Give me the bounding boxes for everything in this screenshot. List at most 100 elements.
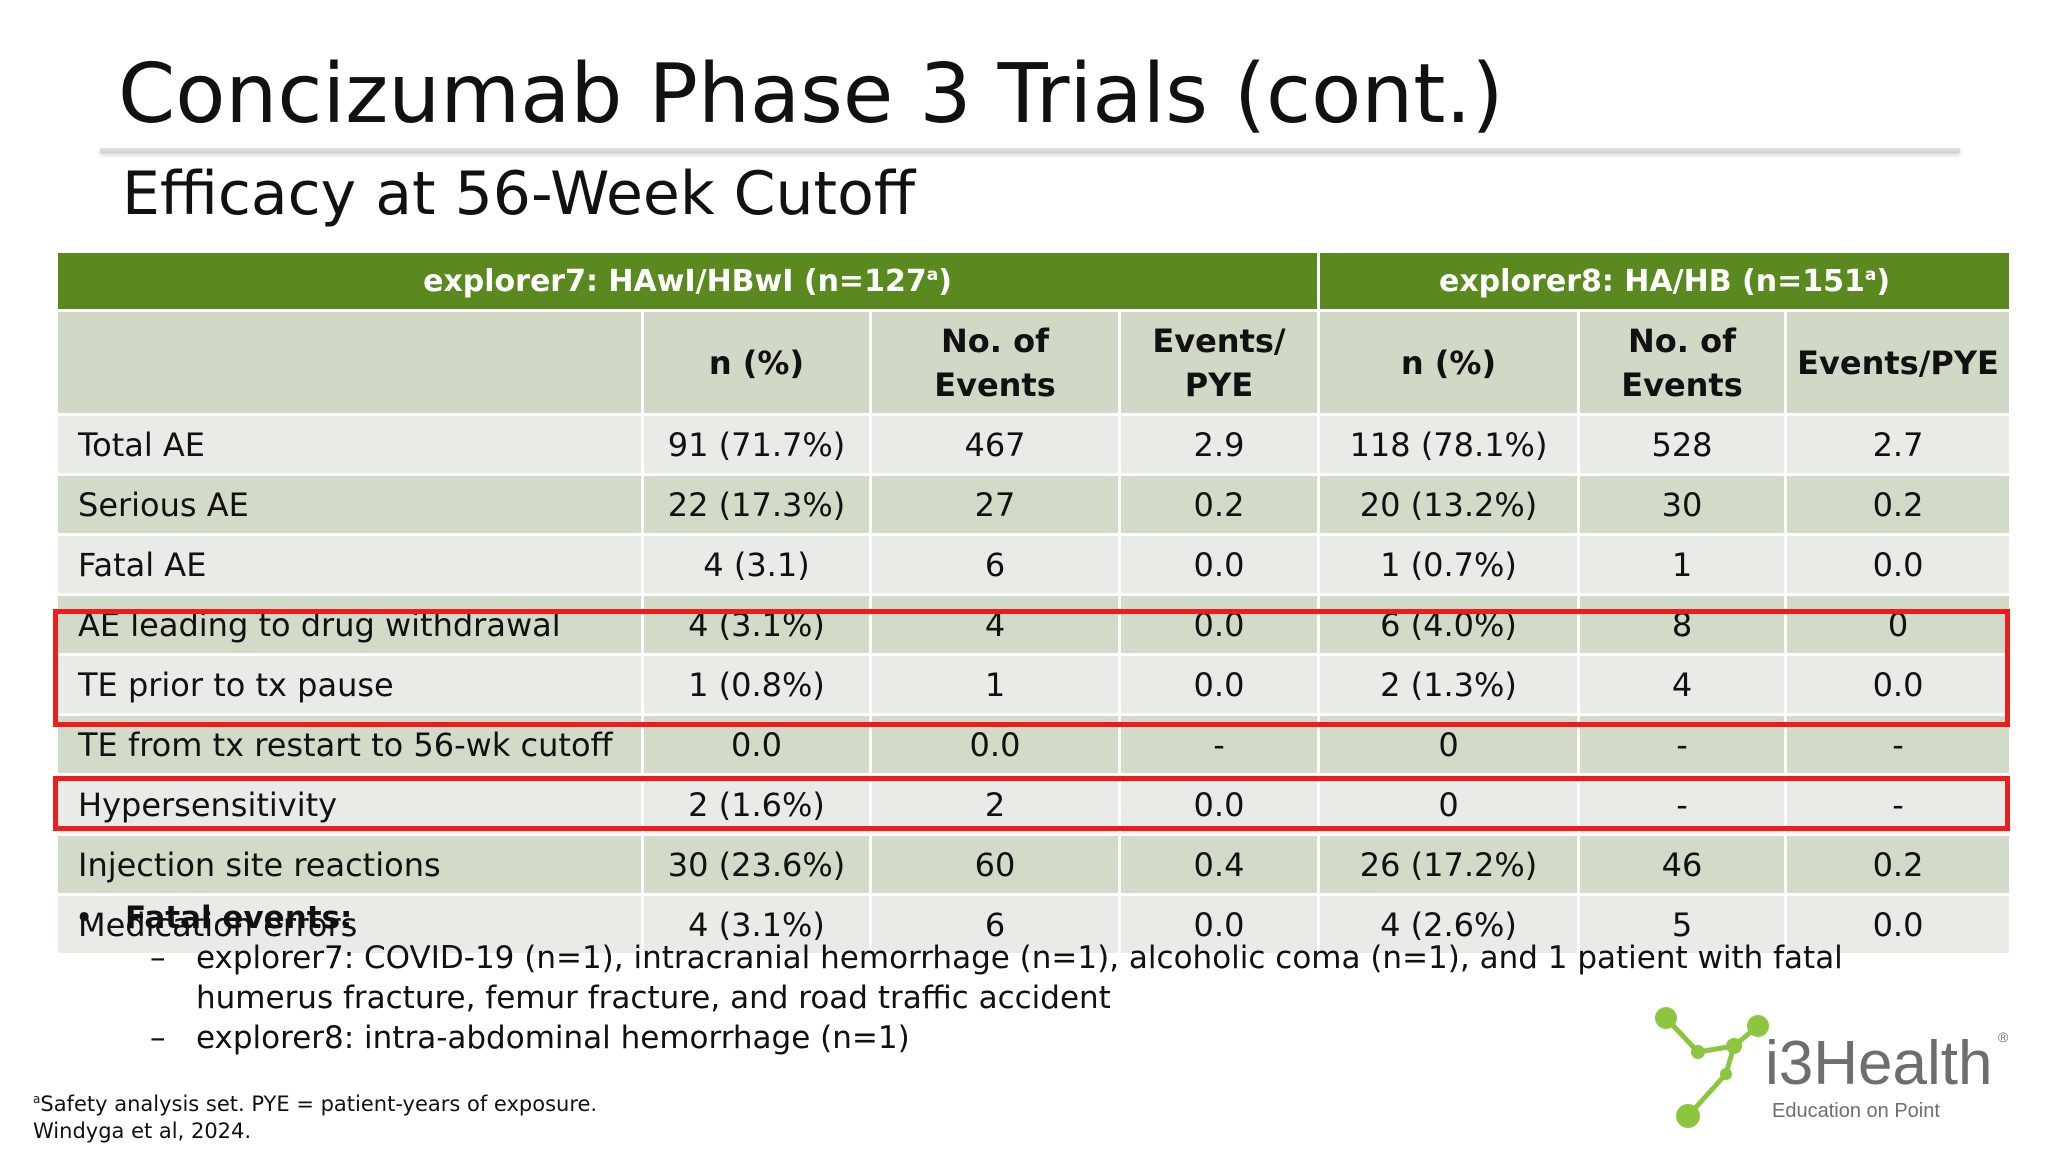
table-cell: 4 bbox=[1577, 653, 1787, 716]
table-cell: 6 (4.0%) bbox=[1317, 593, 1580, 656]
group-header-row: explorer7: HAwI/HBwI (n=127a) explorer8:… bbox=[55, 250, 2013, 312]
table-cell: - bbox=[1783, 773, 2013, 836]
table-cell: 22 (17.3%) bbox=[641, 473, 872, 536]
i3health-logo: i3Health ® Education on Point bbox=[1655, 1007, 2009, 1128]
table-cell: 5 bbox=[1577, 893, 1787, 956]
row-label: AE leading to drug withdrawal bbox=[55, 593, 644, 656]
table-row: Hypersensitivity 2 (1.6%) 2 0.0 0- - bbox=[55, 773, 2013, 836]
table-cell: 0.0 bbox=[1118, 893, 1320, 956]
table-cell: 2.9 bbox=[1118, 413, 1320, 476]
table-cell: 0.2 bbox=[1783, 833, 2013, 896]
column-header: No. of Events bbox=[1577, 309, 1787, 416]
table-row: Fatal AE 4 (3.1) 6 0.0 1 (0.7%) 1 0.0 bbox=[55, 533, 2013, 596]
molecule-icon bbox=[1655, 1007, 1769, 1128]
table-cell: 0.0 bbox=[1118, 533, 1320, 596]
slide-subtitle: Efficacy at 56-Week Cutoff bbox=[122, 159, 916, 229]
row-label: Medication errors bbox=[55, 893, 644, 956]
column-header: n (%) bbox=[1317, 309, 1580, 416]
table-cell: - bbox=[1577, 713, 1787, 776]
table-row: TE prior to tx pause 1 (0.8%) 1 0.0 2 (1.3%)… bbox=[55, 653, 2013, 716]
sub-bullet: – explorer7: COVID-19 (n=1), intracrania… bbox=[150, 938, 1970, 1018]
table-cell: - bbox=[1577, 773, 1787, 836]
dash-marker: – bbox=[150, 940, 166, 976]
table-cell: 60 bbox=[869, 833, 1121, 896]
table-cell: - bbox=[1783, 713, 2013, 776]
table-cell: 0 bbox=[1317, 773, 1580, 836]
column-header: Events/ PYE bbox=[1118, 309, 1320, 416]
table-cell: 1 (0.8%) bbox=[641, 653, 872, 716]
table-cell: 6 bbox=[869, 893, 1121, 956]
table-cell: 0.0 bbox=[1118, 593, 1320, 656]
table-cell: - bbox=[1118, 713, 1320, 776]
table-cell: 4 (3.1%) bbox=[641, 593, 872, 656]
table-row: TE from tx restart to 56-wk cutoff 0.0 0.0… bbox=[55, 713, 2013, 776]
column-header: n (%) bbox=[641, 309, 872, 416]
table-cell: 2 (1.6%) bbox=[641, 773, 872, 836]
table-cell: 0.0 bbox=[1783, 533, 2013, 596]
row-label: Total AE bbox=[55, 413, 644, 476]
footnote-line: aSafety analysis set. PYE = patient-year… bbox=[33, 1092, 598, 1116]
bullet-marker: • bbox=[75, 900, 94, 936]
table-cell: 0.0 bbox=[641, 713, 872, 776]
footnote: aSafety analysis set. PYE = patient-year… bbox=[33, 1086, 597, 1145]
row-label: Hypersensitivity bbox=[55, 773, 644, 836]
title-divider bbox=[100, 148, 1960, 153]
table-row: Injection site reactions 30 (23.6%) 60 0.4 2… bbox=[55, 833, 2013, 896]
table-row: Total AE 91 (71.7%) 467 2.9 118 (78.1%) 528 2.… bbox=[55, 413, 2013, 476]
table-cell: 4 (3.1%) bbox=[641, 893, 872, 956]
table-cell: 0.2 bbox=[1118, 473, 1320, 536]
row-label: TE prior to tx pause bbox=[55, 653, 644, 716]
slide-title: Concizumab Phase 3 Trials (cont.) bbox=[118, 47, 1504, 142]
fatal-events-notes: • Fatal events: – explorer7: COVID-19 (n… bbox=[70, 898, 1970, 1058]
row-label: Fatal AE bbox=[55, 533, 644, 596]
explorer7-group-header: explorer7: HAwI/HBwI (n=127a) bbox=[55, 250, 1320, 312]
explorer8-group-header: explorer8: HA/HB (n=151a) bbox=[1316, 250, 2013, 312]
table-cell: 0.0 bbox=[1783, 653, 2013, 716]
table-row: Serious AE 22 (17.3%) 27 0.2 20 (13.2%) 30 0.2 bbox=[55, 473, 2013, 536]
table-cell: 4 (3.1) bbox=[641, 533, 872, 596]
logo-wordmark: i3Health bbox=[1765, 1029, 1992, 1098]
column-header: No. of Events bbox=[869, 309, 1121, 416]
table-cell: 1 bbox=[869, 653, 1121, 716]
table-cell: 6 bbox=[869, 533, 1121, 596]
table-cell: 1 (0.7%) bbox=[1317, 533, 1580, 596]
row-label: Injection site reactions bbox=[55, 833, 644, 896]
bullet-heading: Fatal events: bbox=[125, 900, 353, 936]
table-row: Medication errors 4 (3.1%) 6 0.0 4 (2.6%) 5 0.… bbox=[55, 893, 2013, 956]
table-cell: 1 bbox=[1577, 533, 1787, 596]
table-cell: 528 bbox=[1577, 413, 1787, 476]
table-cell: 20 (13.2%) bbox=[1317, 473, 1580, 536]
table-cell: 0.0 bbox=[1118, 773, 1320, 836]
column-header bbox=[55, 309, 644, 416]
table-cell: 0.0 bbox=[1783, 893, 2013, 956]
table-cell: 2 bbox=[869, 773, 1121, 836]
table-cell: 0.0 bbox=[869, 713, 1121, 776]
table-cell: 118 (78.1%) bbox=[1317, 413, 1580, 476]
table-cell: 0 bbox=[1317, 713, 1580, 776]
table-cell: 27 bbox=[869, 473, 1121, 536]
table-cell: 30 (23.6%) bbox=[641, 833, 872, 896]
adverse-events-table: explorer7: HAwI/HBwI (n=127a) explorer8:… bbox=[55, 250, 2013, 956]
table-body: Total AE 91 (71.7%) 467 2.9 118 (78.1%) 528 2.… bbox=[55, 413, 2013, 956]
column-header: Events/PYE bbox=[1783, 309, 2013, 416]
table-cell: 0.0 bbox=[1118, 653, 1320, 716]
table-cell: 26 (17.2%) bbox=[1317, 833, 1580, 896]
table-cell: 4 (2.6%) bbox=[1317, 893, 1580, 956]
table-cell: 0.4 bbox=[1118, 833, 1320, 896]
logo-tagline: Education on Point bbox=[1772, 1100, 1940, 1122]
sub-bullet-text: explorer8: intra-abdominal hemorrhage (n… bbox=[196, 1020, 910, 1056]
logo-registered-mark: ® bbox=[1998, 1029, 2009, 1045]
table-cell: 30 bbox=[1577, 473, 1787, 536]
dash-marker: – bbox=[150, 1020, 166, 1056]
table-cell: 4 bbox=[869, 593, 1121, 656]
row-label: Serious AE bbox=[55, 473, 644, 536]
table-cell: 0 bbox=[1783, 593, 2013, 656]
sub-bullet-text: explorer7: COVID-19 (n=1), intracranial … bbox=[196, 940, 1843, 1016]
column-header-row: n (%) No. of Events Events/ PYE n (%) No… bbox=[55, 309, 2013, 416]
table-cell: 46 bbox=[1577, 833, 1787, 896]
table-cell: 467 bbox=[869, 413, 1121, 476]
table-cell: 91 (71.7%) bbox=[641, 413, 872, 476]
sub-bullet: – explorer8: intra-abdominal hemorrhage … bbox=[150, 1018, 1970, 1058]
table-row: AE leading to drug withdrawal 4 (3.1%) 4 0.… bbox=[55, 593, 2013, 656]
table-cell: 2.7 bbox=[1783, 413, 2013, 476]
